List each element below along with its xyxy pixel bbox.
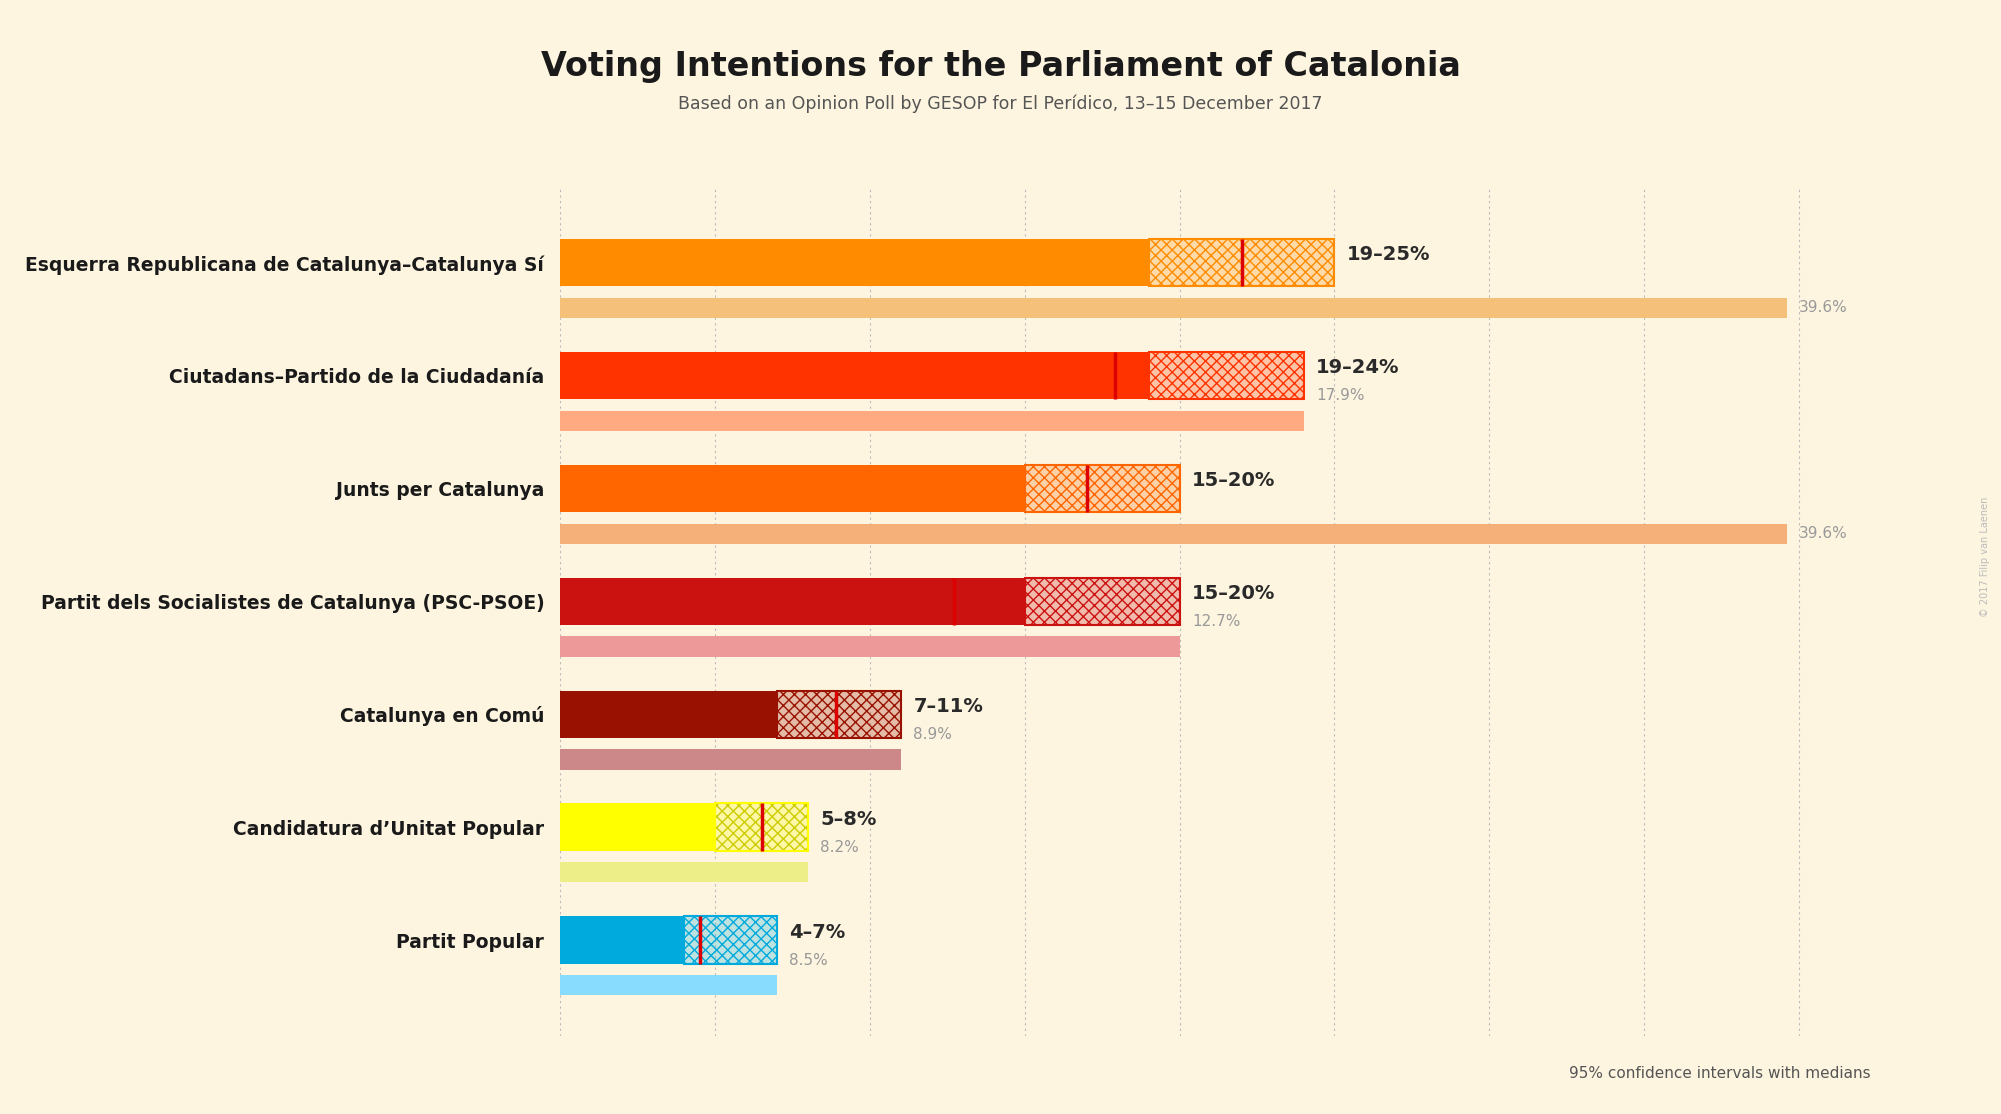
- Bar: [1149, 240, 1335, 286]
- Bar: [714, 803, 808, 851]
- Bar: [1025, 578, 1181, 625]
- Text: 19–25%: 19–25%: [1347, 245, 1431, 264]
- Bar: [776, 691, 900, 737]
- Bar: [684, 917, 776, 964]
- Bar: [560, 524, 1787, 544]
- Bar: [560, 411, 1303, 431]
- Bar: [714, 803, 808, 851]
- Text: Voting Intentions for the Parliament of Catalonia: Voting Intentions for the Parliament of …: [540, 50, 1461, 84]
- Bar: [560, 297, 1787, 319]
- Text: 4–7%: 4–7%: [790, 922, 846, 941]
- Bar: [714, 803, 808, 851]
- Bar: [776, 691, 900, 737]
- Bar: [776, 691, 900, 737]
- Bar: [560, 975, 776, 996]
- Text: 15–20%: 15–20%: [1193, 471, 1275, 490]
- Bar: [560, 691, 776, 737]
- Bar: [1025, 578, 1181, 625]
- Bar: [1025, 465, 1181, 512]
- Text: 12.7%: 12.7%: [1193, 614, 1241, 629]
- Bar: [1025, 465, 1181, 512]
- Bar: [560, 578, 1025, 625]
- Text: 8.2%: 8.2%: [820, 840, 858, 856]
- Text: 7–11%: 7–11%: [912, 697, 982, 716]
- Bar: [1149, 240, 1335, 286]
- Bar: [1025, 578, 1181, 625]
- Text: 39.6%: 39.6%: [1799, 526, 1847, 541]
- Bar: [1149, 352, 1303, 399]
- Text: Based on an Opinion Poll by GESOP for El Perídico, 13–15 December 2017: Based on an Opinion Poll by GESOP for El…: [678, 95, 1323, 114]
- Bar: [560, 240, 1149, 286]
- Bar: [560, 636, 1181, 657]
- Text: 15–20%: 15–20%: [1193, 584, 1275, 603]
- Text: 17.9%: 17.9%: [1317, 389, 1365, 403]
- Bar: [560, 465, 1025, 512]
- Bar: [684, 917, 776, 964]
- Bar: [1149, 352, 1303, 399]
- Bar: [1149, 240, 1335, 286]
- Bar: [560, 750, 900, 770]
- Text: 39.6%: 39.6%: [1799, 301, 1847, 315]
- Text: 8.5%: 8.5%: [790, 952, 828, 968]
- Bar: [684, 917, 776, 964]
- Text: © 2017 Filip van Laenen: © 2017 Filip van Laenen: [1981, 497, 1989, 617]
- Text: 95% confidence intervals with medians: 95% confidence intervals with medians: [1569, 1066, 1871, 1081]
- Bar: [1149, 352, 1303, 399]
- Bar: [560, 352, 1149, 399]
- Bar: [560, 862, 808, 882]
- Text: 8.9%: 8.9%: [912, 727, 952, 742]
- Text: 19–24%: 19–24%: [1317, 359, 1399, 378]
- Bar: [560, 917, 684, 964]
- Text: 5–8%: 5–8%: [820, 810, 876, 829]
- Bar: [560, 803, 714, 851]
- Bar: [1025, 465, 1181, 512]
